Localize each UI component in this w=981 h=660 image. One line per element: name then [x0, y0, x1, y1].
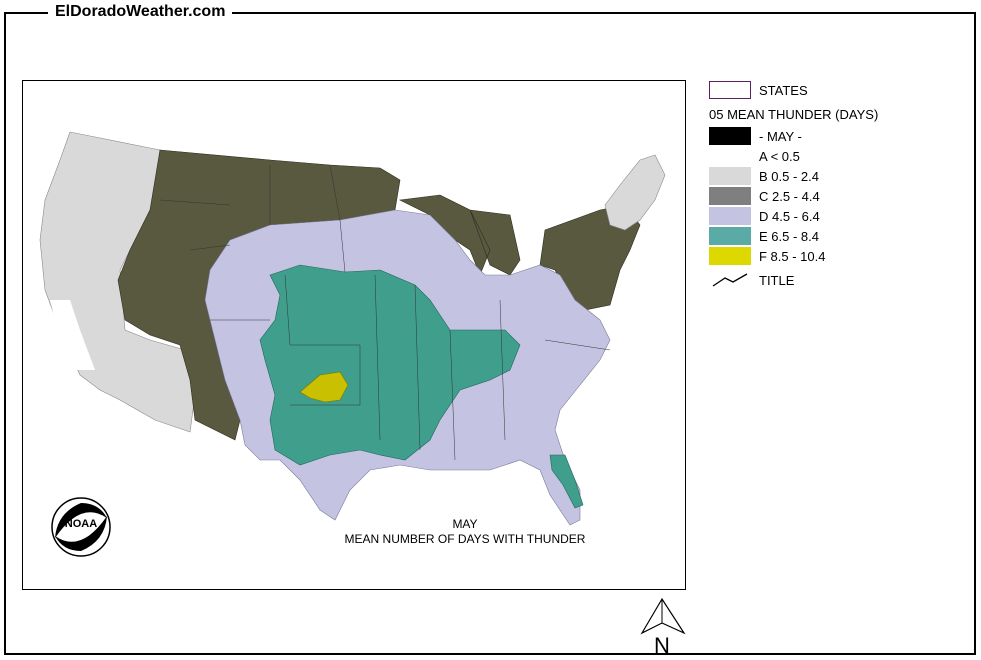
- month-swatch-icon: [709, 127, 751, 145]
- class-e-swatch-icon: [709, 227, 751, 245]
- noaa-logo: NOAA: [51, 497, 111, 557]
- region-class-e-plains: [259, 264, 521, 466]
- region-class-b-newengland: [604, 154, 666, 231]
- legend-class-c[interactable]: C 2.5 - 4.4: [709, 186, 820, 206]
- legend-title-row[interactable]: TITLE: [709, 270, 794, 290]
- region-class-a-coast: [50, 300, 95, 370]
- legend-class-a[interactable]: A < 0.5: [709, 146, 800, 166]
- outer-frame: [4, 12, 976, 655]
- class-b-label: B 0.5 - 2.4: [759, 168, 819, 184]
- class-c-label: C 2.5 - 4.4: [759, 188, 820, 204]
- class-d-swatch-icon: [709, 207, 751, 225]
- legend-title-label: TITLE: [759, 272, 795, 288]
- north-arrow-icon: N: [640, 597, 686, 657]
- class-a-swatch-icon: [709, 147, 751, 165]
- site-title[interactable]: ElDoradoWeather.com: [48, 2, 233, 22]
- map-caption: MAY MEAN NUMBER OF DAYS WITH THUNDER: [300, 517, 630, 547]
- class-a-label: A < 0.5: [759, 148, 800, 164]
- legend-class-e[interactable]: E 6.5 - 8.4: [709, 226, 819, 246]
- state-boundaries: [159, 164, 611, 461]
- region-class-f-core: [299, 371, 349, 403]
- caption-description: MEAN NUMBER OF DAYS WITH THUNDER: [344, 532, 586, 546]
- region-class-e-florida: [549, 454, 584, 509]
- class-f-swatch-icon: [709, 247, 751, 265]
- legend-class-b[interactable]: B 0.5 - 2.4: [709, 166, 819, 186]
- legend-states-label: STATES: [759, 82, 808, 98]
- class-f-label: F 8.5 - 10.4: [759, 248, 826, 264]
- legend-month-label: - MAY -: [759, 128, 802, 144]
- class-b-swatch-icon: [709, 167, 751, 185]
- noaa-logo-text: NOAA: [65, 518, 97, 530]
- legend-class-f[interactable]: F 8.5 - 10.4: [709, 246, 825, 266]
- caption-month: MAY: [452, 517, 478, 531]
- legend-heading: 05 MEAN THUNDER (DAYS): [709, 107, 879, 122]
- class-e-label: E 6.5 - 8.4: [759, 228, 819, 244]
- north-label: N: [654, 633, 670, 657]
- class-d-label: D 4.5 - 6.4: [759, 208, 820, 224]
- states-swatch-icon: [709, 81, 751, 99]
- legend-class-d[interactable]: D 4.5 - 6.4: [709, 206, 820, 226]
- title-line-icon: [712, 273, 748, 287]
- legend-states-row[interactable]: STATES: [709, 80, 808, 100]
- map-frame: [22, 80, 686, 590]
- legend-month-row[interactable]: - MAY -: [709, 126, 802, 146]
- class-c-swatch-icon: [709, 187, 751, 205]
